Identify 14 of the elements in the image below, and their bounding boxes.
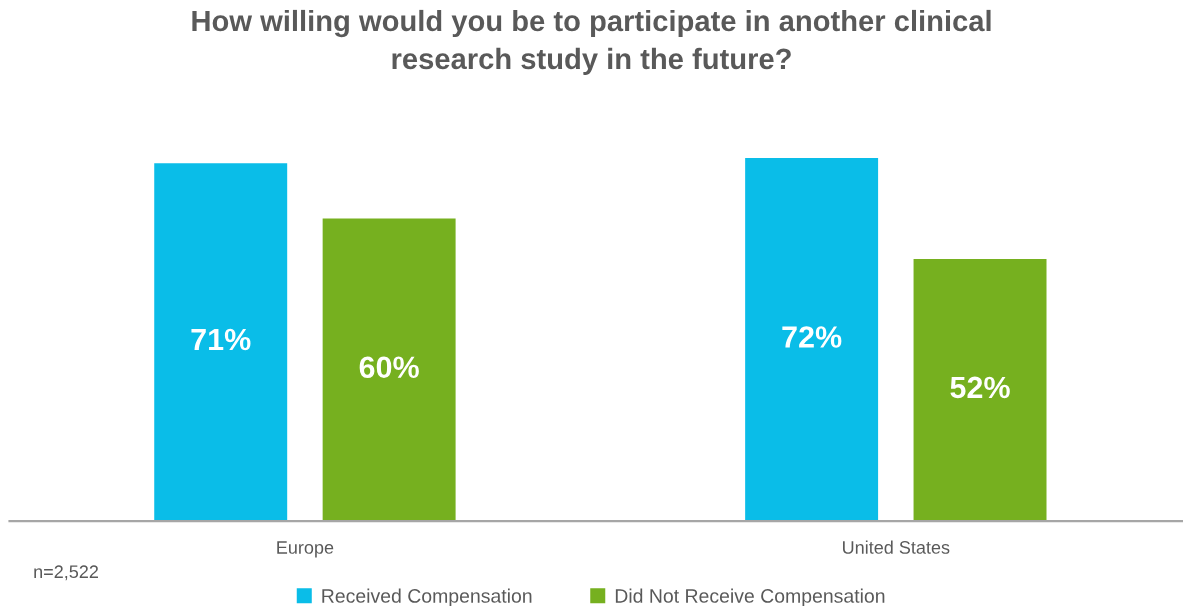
bar bbox=[913, 258, 1047, 522]
data-label: 72% bbox=[782, 326, 842, 348]
x-tick-label: Europe bbox=[277, 541, 334, 558]
bar bbox=[154, 163, 288, 522]
legend-label: Did Not Receive Compensation bbox=[615, 588, 885, 606]
text: n=2,522 bbox=[34, 565, 98, 581]
bar bbox=[322, 218, 456, 522]
x-tick-label: United States bbox=[843, 540, 950, 554]
chart-title: How willing would you be to participate in another clinical research study in the future? bbox=[192, 9, 991, 75]
bar bbox=[745, 158, 879, 522]
data-label: 52% bbox=[950, 376, 1010, 399]
data-label: 60% bbox=[359, 356, 419, 379]
legend-label: Received Compensation bbox=[322, 588, 532, 606]
data-label: 71% bbox=[191, 328, 251, 351]
